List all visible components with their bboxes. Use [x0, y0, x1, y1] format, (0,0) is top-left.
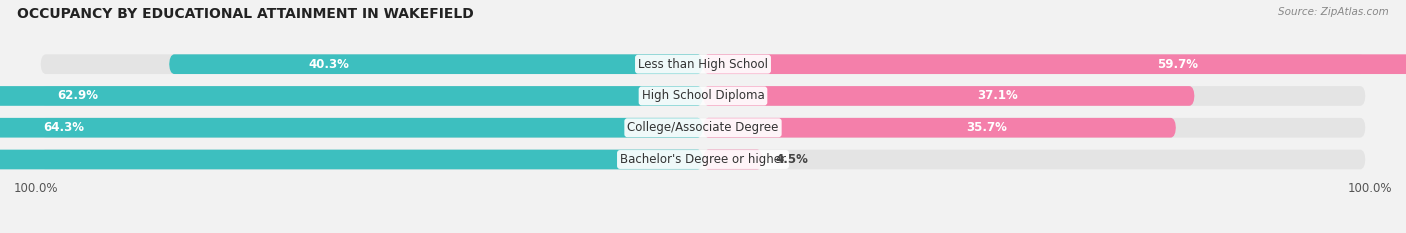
Text: Source: ZipAtlas.com: Source: ZipAtlas.com	[1278, 7, 1389, 17]
Text: College/Associate Degree: College/Associate Degree	[627, 121, 779, 134]
Text: 4.5%: 4.5%	[776, 153, 808, 166]
Text: 64.3%: 64.3%	[44, 121, 84, 134]
Text: Less than High School: Less than High School	[638, 58, 768, 71]
Text: 59.7%: 59.7%	[1157, 58, 1198, 71]
Text: 100.0%: 100.0%	[14, 182, 59, 195]
FancyBboxPatch shape	[0, 118, 703, 137]
FancyBboxPatch shape	[41, 118, 1365, 137]
FancyBboxPatch shape	[0, 150, 703, 169]
FancyBboxPatch shape	[703, 118, 1175, 137]
FancyBboxPatch shape	[703, 150, 762, 169]
Text: OCCUPANCY BY EDUCATIONAL ATTAINMENT IN WAKEFIELD: OCCUPANCY BY EDUCATIONAL ATTAINMENT IN W…	[17, 7, 474, 21]
FancyBboxPatch shape	[703, 86, 1195, 106]
FancyBboxPatch shape	[41, 86, 1365, 106]
Legend: Owner-occupied, Renter-occupied: Owner-occupied, Renter-occupied	[568, 229, 838, 233]
FancyBboxPatch shape	[41, 54, 1365, 74]
Text: 35.7%: 35.7%	[966, 121, 1007, 134]
Text: 37.1%: 37.1%	[977, 89, 1018, 103]
FancyBboxPatch shape	[41, 150, 1365, 169]
FancyBboxPatch shape	[703, 54, 1406, 74]
Text: High School Diploma: High School Diploma	[641, 89, 765, 103]
FancyBboxPatch shape	[0, 86, 703, 106]
Text: Bachelor's Degree or higher: Bachelor's Degree or higher	[620, 153, 786, 166]
FancyBboxPatch shape	[169, 54, 703, 74]
Text: 62.9%: 62.9%	[58, 89, 98, 103]
Text: 100.0%: 100.0%	[1347, 182, 1392, 195]
Text: 40.3%: 40.3%	[309, 58, 350, 71]
